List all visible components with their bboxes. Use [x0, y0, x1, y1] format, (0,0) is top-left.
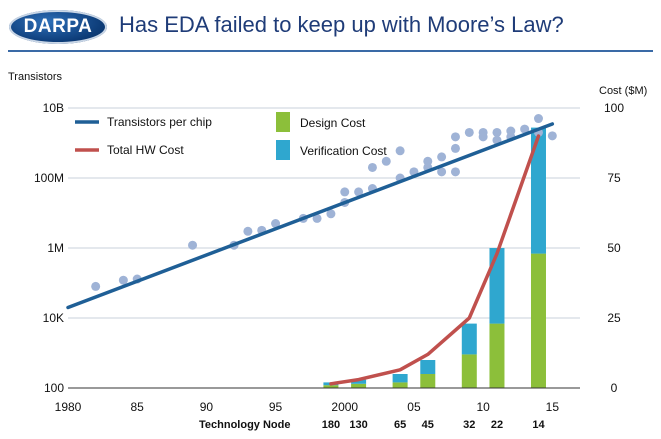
- verification-cost-bar: [489, 248, 505, 324]
- left-axis-label: Transistors: [8, 71, 62, 83]
- header-divider: [8, 50, 653, 52]
- technology-node-label: Technology Node: [199, 419, 290, 431]
- verification-cost-bar: [461, 323, 477, 355]
- legend-label-transistors: Transistors per chip: [107, 115, 212, 129]
- x-tick-label: 15: [546, 400, 560, 414]
- design-cost-bar: [351, 383, 367, 388]
- verification-cost-bar: [351, 379, 367, 384]
- transistor-point: [367, 162, 377, 172]
- technology-node-value: 130: [349, 419, 367, 431]
- total-hw-cost-line: [329, 134, 541, 386]
- transistor-point: [312, 213, 322, 223]
- legend-label-design-cost: Design Cost: [300, 116, 366, 130]
- transistor-point: [506, 126, 516, 136]
- transistor-point: [492, 127, 502, 137]
- transistor-point: [520, 124, 530, 134]
- transistor-point: [547, 131, 557, 141]
- left-tick-label: 1M: [47, 241, 64, 255]
- logo-text: DARPA: [23, 16, 93, 37]
- x-tick-label: 90: [200, 400, 214, 414]
- right-tick-label: 0: [611, 381, 618, 395]
- legend-label-verification-cost: Verification Cost: [300, 144, 387, 158]
- legend: Transistors per chip Total HW Cost Design …: [75, 112, 387, 160]
- design-cost-bar: [323, 385, 339, 388]
- design-cost-bar: [461, 354, 477, 388]
- verification-cost-bar: [420, 360, 436, 374]
- legend-swatch-design-cost: [276, 112, 290, 132]
- x-tick-label: 1980: [55, 400, 82, 414]
- technology-node-value: 45: [422, 419, 434, 431]
- transistor-point: [91, 281, 101, 291]
- transistor-point: [450, 132, 460, 142]
- transistor-point: [243, 226, 253, 236]
- transistor-point: [450, 143, 460, 153]
- design-cost-bar: [530, 253, 546, 388]
- left-tick-label: 10B: [43, 101, 64, 115]
- technology-node-value: 32: [463, 419, 475, 431]
- transistor-point: [271, 219, 281, 229]
- technology-node-value: 14: [532, 419, 545, 431]
- x-tick-label: 05: [407, 400, 421, 414]
- transistor-point: [326, 209, 336, 219]
- legend-swatch-verification-cost: [276, 140, 290, 160]
- transistor-point: [381, 156, 391, 166]
- transistor-point: [450, 167, 460, 177]
- series-lines: [66, 122, 555, 386]
- left-tick-label: 10K: [43, 311, 64, 325]
- left-tick-label: 100: [44, 381, 64, 395]
- right-tick-label: 50: [607, 241, 621, 255]
- x-tick-label: 85: [131, 400, 145, 414]
- x-tick-label: 10: [476, 400, 490, 414]
- verification-cost-bar: [530, 127, 546, 254]
- right-tick-label: 75: [607, 171, 621, 185]
- design-cost-bar: [392, 382, 408, 388]
- left-tick-label: 100M: [34, 171, 64, 185]
- x-tick-label: 2000: [331, 400, 358, 414]
- transistor-point: [340, 187, 350, 197]
- design-cost-bar: [489, 323, 505, 388]
- darpa-logo: DARPA: [9, 10, 107, 44]
- technology-node-value: 65: [394, 419, 406, 431]
- transistor-point: [188, 240, 198, 250]
- page-title: Has EDA failed to keep up with Moore’s L…: [119, 12, 564, 37]
- transistors-per-chip-line: [66, 122, 555, 310]
- right-axis-label: Cost ($M): [599, 85, 647, 97]
- transistor-point: [478, 132, 488, 142]
- transistor-point: [437, 152, 447, 162]
- transistor-point: [464, 127, 474, 137]
- transistor-point: [423, 156, 433, 166]
- verification-cost-bar: [392, 374, 408, 383]
- design-cost-bar: [420, 374, 436, 388]
- transistor-point: [533, 114, 543, 124]
- right-tick-label: 100: [604, 101, 624, 115]
- legend-label-hw-cost: Total HW Cost: [107, 143, 184, 157]
- technology-node-value: 22: [491, 419, 503, 431]
- transistor-point: [354, 187, 364, 197]
- axes: 100 10K 1M 100M 10B 0 25 50 75 100 1980 85 90 95 2000 0…: [34, 101, 624, 431]
- slide-header: DARPA Has EDA failed to keep up with Moo…: [0, 0, 661, 56]
- technology-node-value: 180: [322, 419, 340, 431]
- x-tick-label: 95: [269, 400, 283, 414]
- transistor-point: [437, 167, 447, 177]
- transistor-point: [395, 146, 405, 156]
- transistor-point: [118, 275, 128, 285]
- right-tick-label: 25: [607, 311, 621, 325]
- transistor-points: [91, 114, 557, 291]
